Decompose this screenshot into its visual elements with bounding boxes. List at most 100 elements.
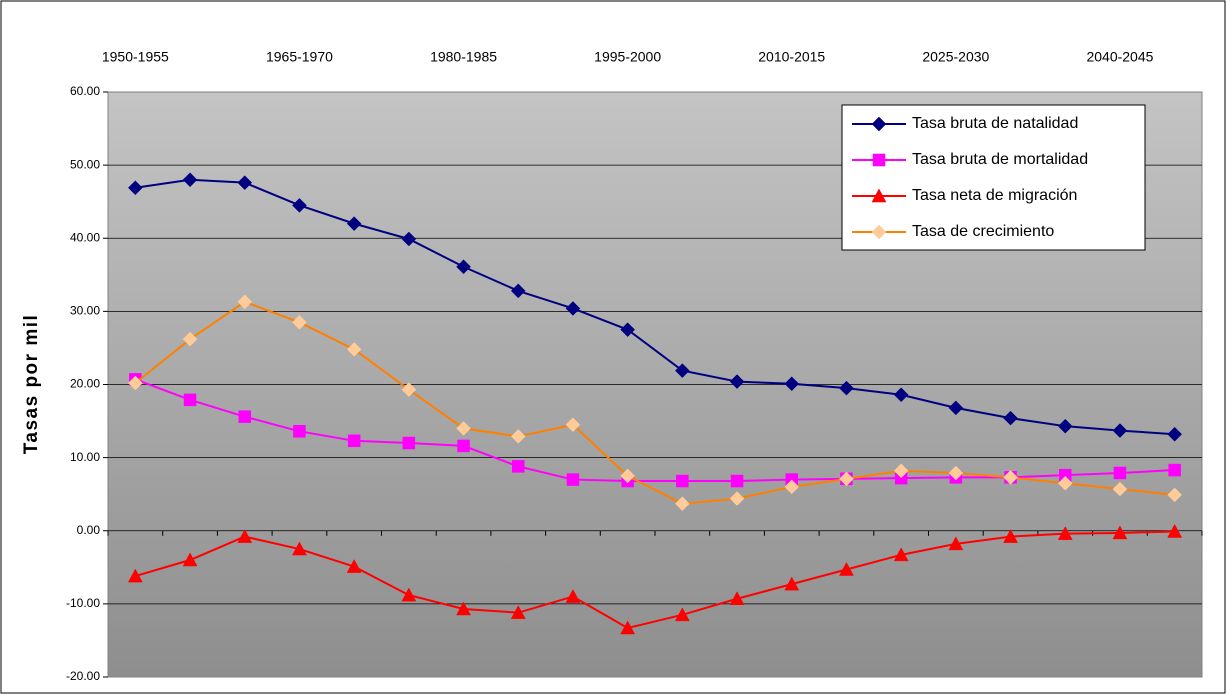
data-point [948,536,964,551]
data-point [1112,481,1128,497]
y-tick-label: 30.00 [70,304,100,318]
data-point [510,429,526,444]
data-point [456,259,471,275]
x-tick-label: 2010-2015 [758,49,825,65]
data-point [1057,526,1073,540]
data-point [347,434,361,448]
y-tick-label: 60.00 [70,84,100,98]
data-point [292,541,307,556]
data-point [1003,470,1018,485]
legend-label: Tasa neta de migración [912,187,1077,204]
legend-box [841,104,1146,251]
x-tick-label: 2025-2030 [922,49,989,65]
data-point [730,474,744,488]
y-axis-label: Tasas por mil [21,314,42,455]
data-point [510,605,526,619]
data-point [1167,487,1183,503]
data-point [401,587,417,602]
data-point [893,463,909,479]
data-point [346,559,362,573]
data-point [346,216,362,231]
data-point [346,342,362,357]
data-point [620,468,636,484]
data-point [839,471,854,487]
data-point [1003,410,1018,426]
data-point [1003,529,1018,543]
x-tick-label: 1980-1985 [430,49,497,65]
data-point [566,473,580,486]
data-point [565,589,581,603]
data-point [1057,475,1073,491]
data-point [1057,418,1073,434]
y-tick-label: 20.00 [70,377,100,391]
data-point [293,425,306,438]
data-point [729,491,745,506]
data-point [292,314,307,330]
data-point [1168,463,1181,477]
data-point [620,620,636,635]
data-point [237,529,253,543]
data-point [457,439,470,453]
data-point [839,561,854,576]
data-point [565,301,581,316]
data-point [893,547,909,562]
data-point [839,380,854,396]
data-point [676,474,689,488]
data-point [729,591,745,606]
data-point [456,601,471,616]
data-point [948,400,964,416]
data-point [183,393,197,407]
y-tick-label: 50.00 [70,157,100,171]
data-point [402,436,416,450]
x-tick-label: 2040-2045 [1086,49,1153,65]
data-point [784,376,800,392]
data-point [127,568,143,583]
data-point [674,363,690,378]
data-point [784,479,800,495]
x-tick-label: 1995-2000 [594,49,661,65]
data-point [237,175,253,191]
legend-label: Tasa bruta de mortalidad [912,151,1088,168]
data-point [127,180,143,196]
y-tick-label: 0.00 [77,523,101,537]
y-tick-label: -20.00 [66,669,100,683]
data-point [1113,466,1127,480]
data-point [182,331,198,347]
data-point [1167,426,1183,442]
data-point [893,387,909,403]
data-point [182,552,198,567]
series-line [135,178,1175,436]
data-point [620,322,636,338]
series-line [135,530,1175,630]
y-tick-label: -10.00 [66,596,100,610]
data-point [1112,525,1128,540]
series-line [134,300,1175,505]
data-point [1167,523,1183,538]
legend-marker [871,116,887,132]
data-point [674,607,690,622]
data-point [401,382,417,397]
x-tick-label: 1965-1970 [266,49,333,65]
data-point [948,465,964,481]
legend-label: Tasa de crecimiento [912,223,1054,240]
data-point [127,375,143,391]
data-point [456,421,471,436]
data-point [401,231,417,247]
legend-marker [871,224,887,240]
data-point [729,374,745,389]
data-point [565,417,581,433]
data-point [238,410,251,423]
legend-label: Tasa bruta de natalidad [912,115,1078,132]
data-point [512,460,525,473]
y-tick-label: 40.00 [70,230,100,244]
data-point [182,172,198,188]
data-point [292,197,307,213]
y-tick-label: 10.00 [70,450,100,464]
legend-marker [872,153,886,167]
data-point [1112,423,1128,438]
x-tick-label: 1950-1955 [102,49,169,65]
data-point [784,576,800,591]
data-point [510,283,526,299]
data-point [674,496,690,512]
